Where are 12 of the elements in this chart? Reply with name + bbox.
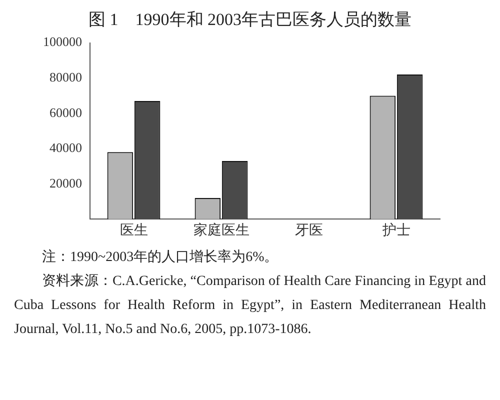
- text: 资料来源：C.A.Gericke, “Comparison of Health Care Financing in Egypt and Cuba Lessons for Health Reform in Egypt”, in Eastern Mediterranean Health Journal, Vol.11, No.5 and No.6, 2005, pp.1073-1086.: [14, 272, 486, 339]
- y-tick-label: 60000: [50, 104, 82, 120]
- chart-title: 图 1 1990年和 2003年古巴医务人员的数量: [88, 9, 412, 31]
- text: 注：1990~2003年的人口增长率为6%。: [41, 248, 280, 267]
- y-tick-label: 40000: [50, 140, 82, 156]
- x-tick-label: 牙医: [294, 223, 323, 238]
- y-tick-label: 80000: [50, 70, 82, 84]
- x-tick-label: 护士: [381, 222, 410, 238]
- x-tick-label: 家庭医生: [193, 222, 250, 238]
- y-tick-label: 20000: [50, 175, 82, 190]
- x-tick-label: 医生: [120, 222, 148, 238]
- y-tick-label: 100000: [43, 34, 82, 50]
